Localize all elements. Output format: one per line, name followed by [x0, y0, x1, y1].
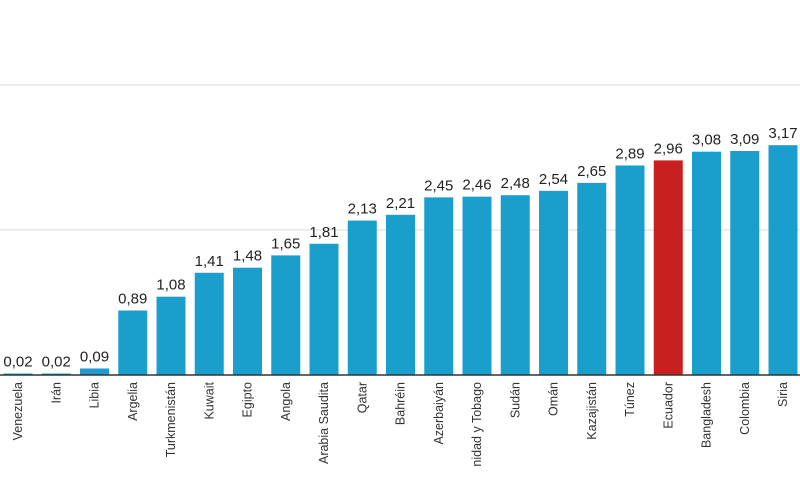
category-label: Bangladesh [700, 382, 714, 448]
category-label: Irán [49, 382, 63, 404]
category-label: Argelia [126, 382, 140, 421]
value-label: 2,96 [654, 140, 683, 157]
value-label: 1,08 [156, 277, 185, 294]
value-label: 0,02 [3, 354, 32, 371]
bar [386, 214, 415, 375]
category-label: Kazajistán [585, 382, 599, 440]
category-label: Egipto [241, 382, 255, 417]
value-label: 2,54 [539, 171, 568, 188]
category-label: Omán [547, 382, 561, 416]
bar [500, 195, 530, 375]
bar [156, 296, 186, 375]
category-label: Libia [88, 382, 102, 408]
bar [118, 310, 148, 375]
category-label: Ecuador [661, 382, 675, 429]
value-label: 1,41 [195, 253, 224, 270]
bar [730, 150, 760, 375]
value-label: 1,65 [271, 235, 300, 252]
category-label: Siria [776, 382, 790, 407]
category-label: Túnez [623, 382, 637, 417]
bar [194, 272, 224, 375]
value-label: 0,02 [42, 354, 71, 371]
value-label: 2,45 [424, 177, 453, 194]
bar [615, 165, 645, 375]
value-label: 3,09 [730, 131, 759, 148]
category-label: nidad y Tobago [470, 382, 484, 467]
value-label: 0,89 [118, 290, 147, 307]
category-label: Colombia [738, 382, 752, 435]
value-label: 2,46 [462, 177, 491, 194]
value-label: 1,48 [233, 248, 262, 265]
bar [233, 267, 262, 375]
bar [309, 243, 339, 375]
value-label: 2,21 [386, 195, 415, 212]
category-label: Qatar [355, 382, 369, 413]
bar [271, 255, 301, 375]
bar [577, 182, 607, 375]
bar [539, 190, 568, 375]
category-label: Sudán [508, 382, 522, 418]
category-label: Venezuela [11, 382, 25, 440]
category-label: Kuwait [202, 381, 216, 419]
category-label: Bahréin [394, 382, 408, 425]
bar [462, 196, 492, 375]
value-label: 0,09 [80, 348, 109, 365]
bar [80, 368, 109, 375]
bar [347, 220, 377, 375]
category-label: Turkmenistán [164, 382, 178, 457]
category-label: Azerbaiyán [432, 382, 446, 445]
value-label: 2,13 [348, 201, 377, 218]
bar [768, 145, 798, 375]
value-label: 1,81 [309, 224, 338, 241]
category-label: Angola [279, 382, 293, 421]
bar [424, 197, 454, 375]
bar [692, 151, 721, 375]
value-label: 2,48 [501, 175, 530, 192]
value-label: 3,08 [692, 132, 721, 149]
value-label: 3,17 [768, 125, 797, 142]
category-label: Arabia Saudita [317, 382, 331, 464]
value-label: 2,89 [615, 145, 644, 162]
value-label: 2,65 [577, 163, 606, 180]
bar [653, 160, 683, 375]
